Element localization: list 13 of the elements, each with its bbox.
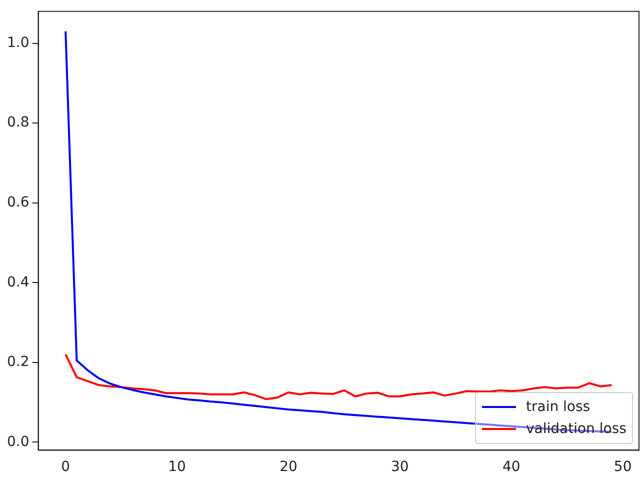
y-tick-label: 0.2 <box>7 354 30 370</box>
x-tick-label: 40 <box>502 459 520 476</box>
x-tick-label: 10 <box>168 459 186 476</box>
y-tick-label: 0.0 <box>7 434 30 450</box>
y-tick-label: 1.0 <box>7 34 30 51</box>
legend-label: train loss <box>526 399 590 416</box>
x-tick-label: 50 <box>614 459 632 476</box>
x-tick-label: 30 <box>391 459 409 476</box>
y-tick-label: 0.8 <box>7 114 30 131</box>
x-tick-label: 0 <box>61 459 70 476</box>
y-tick-label: 0.6 <box>7 194 30 211</box>
x-tick-label: 20 <box>280 459 298 476</box>
y-tick-label: 0.4 <box>7 274 30 290</box>
